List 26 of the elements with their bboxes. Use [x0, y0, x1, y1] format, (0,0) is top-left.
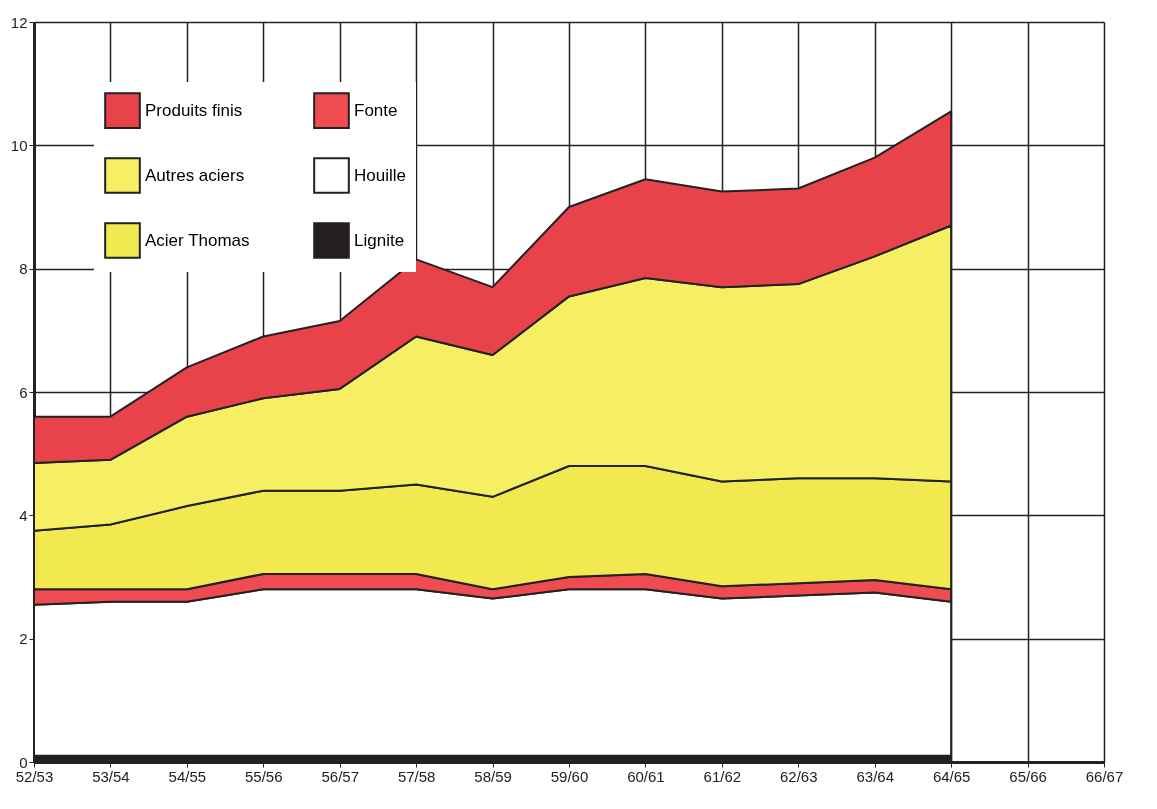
x-tick-label: 65/66 — [1009, 767, 1047, 785]
x-tick-label: 59/60 — [550, 767, 589, 785]
legend-label: Fonte — [354, 100, 398, 120]
y-tick-label: 12 — [10, 13, 28, 31]
x-tick-label: 54/55 — [168, 767, 207, 785]
x-tick-label: 66/67 — [1085, 767, 1124, 785]
x-tick-label: 55/56 — [245, 767, 283, 785]
legend-label: Autres aciers — [145, 165, 245, 185]
x-tick-label: 61/62 — [703, 767, 742, 785]
x-tick-label: 63/64 — [856, 767, 894, 785]
x-tick-label: 53/54 — [92, 767, 130, 785]
legend-label: Houille — [354, 165, 406, 185]
y-tick-label: 6 — [19, 383, 28, 401]
legend-label: Acier Thomas — [145, 230, 250, 250]
y-tick-label: 8 — [19, 260, 28, 278]
x-tick-label: 64/65 — [932, 767, 971, 785]
legend-label: Produits finis — [145, 100, 243, 120]
legend-label: Lignite — [354, 230, 405, 250]
y-tick-label: 10 — [10, 136, 28, 154]
x-tick-label: 56/57 — [321, 767, 359, 785]
x-tick-label: 57/58 — [397, 767, 436, 785]
y-tick-label: 2 — [19, 630, 28, 648]
y-tick-label: 4 — [19, 506, 28, 524]
x-tick-label: 60/61 — [627, 767, 665, 785]
x-tick-label: 58/59 — [474, 767, 512, 785]
x-tick-label: 62/63 — [780, 767, 818, 785]
